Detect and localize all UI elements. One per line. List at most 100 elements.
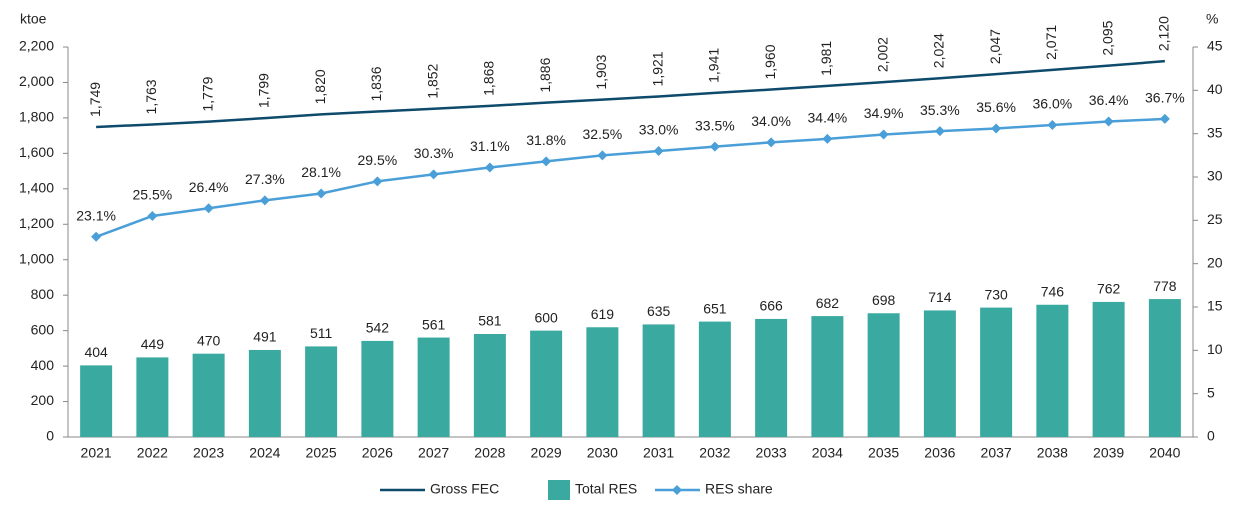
point-label: 29.5%: [358, 152, 398, 168]
y2-tick-label: 45: [1207, 38, 1223, 54]
marker: [259, 195, 270, 206]
x-tick-label: 2032: [699, 445, 730, 461]
line-label: 1,820: [312, 69, 328, 104]
line-label: 1,960: [762, 44, 778, 79]
bar-label: 542: [366, 320, 390, 336]
bar: [1148, 299, 1181, 437]
x-tick-label: 2029: [531, 445, 562, 461]
bar-label: 778: [1153, 278, 1177, 294]
marker: [653, 146, 664, 156]
x-tick-label: 2033: [756, 445, 787, 461]
bar-label: 449: [141, 336, 165, 352]
point-label: 30.3%: [414, 145, 454, 161]
y-tick-label: 1,600: [19, 144, 54, 160]
marker: [1159, 113, 1170, 124]
bar: [473, 334, 506, 437]
y2-tick-label: 10: [1207, 341, 1223, 357]
marker: [1103, 116, 1114, 127]
y2-tick-label: 40: [1207, 81, 1223, 97]
point-label: 36.0%: [1033, 96, 1073, 112]
bar: [136, 357, 169, 437]
line-label: 1,903: [593, 54, 609, 89]
bar: [642, 324, 675, 437]
bar-label: 730: [984, 286, 1008, 302]
marker: [428, 169, 439, 180]
y-tick-label: 2,000: [19, 73, 54, 89]
marker: [316, 188, 327, 199]
y-tick-label: 1,000: [19, 250, 54, 266]
y2-tick-label: 5: [1207, 384, 1215, 400]
line-label: 2,002: [874, 37, 890, 72]
y2-tick-label: 25: [1207, 211, 1223, 227]
y-tick-label: 800: [31, 286, 55, 302]
bar-label: 404: [84, 344, 108, 360]
x-tick-label: 2034: [812, 445, 843, 461]
point-label: 35.6%: [976, 99, 1016, 115]
bar: [586, 327, 619, 437]
legend-marker: [672, 485, 682, 495]
bar: [80, 365, 113, 437]
bar-label: 746: [1041, 283, 1065, 299]
y2-tick-label: 35: [1207, 124, 1223, 140]
x-tick-label: 2023: [193, 445, 224, 461]
marker: [203, 203, 214, 214]
line-label: 2,095: [1099, 20, 1115, 55]
legend-label: RES share: [705, 481, 773, 497]
bar-label: 651: [703, 300, 727, 316]
bar: [248, 349, 281, 437]
x-tick-label: 2028: [474, 445, 505, 461]
y-axis-label: ktoe: [20, 11, 47, 27]
line-label: 1,799: [256, 73, 272, 108]
x-tick-label: 2027: [418, 445, 449, 461]
marker: [484, 162, 495, 173]
line-label: 1,941: [706, 48, 722, 83]
y2-tick-label: 20: [1207, 254, 1223, 270]
marker: [934, 126, 945, 137]
y-tick-label: 200: [31, 392, 55, 408]
point-label: 28.1%: [301, 164, 341, 180]
bar-label: 561: [422, 316, 446, 332]
line-label: 1,749: [87, 82, 103, 117]
x-tick-label: 2030: [587, 445, 618, 461]
x-tick-label: 2021: [81, 445, 112, 461]
bar-label: 698: [872, 292, 896, 308]
bar: [305, 346, 338, 437]
marker: [991, 123, 1002, 134]
y-tick-label: 1,800: [19, 109, 54, 125]
x-tick-label: 2025: [306, 445, 337, 461]
x-tick-label: 2038: [1037, 445, 1068, 461]
bar-label: 682: [816, 295, 840, 311]
legend-label: Total RES: [575, 481, 637, 497]
marker: [709, 141, 720, 152]
bar: [923, 310, 956, 437]
line-label: 1,852: [424, 63, 440, 98]
y2-tick-label: 15: [1207, 298, 1223, 314]
point-label: 34.0%: [751, 113, 791, 129]
x-tick-label: 2040: [1149, 445, 1180, 461]
x-tick-label: 2024: [249, 445, 280, 461]
bar: [755, 318, 788, 437]
bar: [980, 307, 1013, 437]
y-tick-label: 1,400: [19, 180, 54, 196]
bar-label: 491: [253, 329, 277, 345]
x-tick-label: 2039: [1093, 445, 1124, 461]
y-tick-label: 2,200: [19, 38, 54, 54]
x-tick-label: 2031: [643, 445, 674, 461]
x-tick-label: 2035: [868, 445, 899, 461]
line-label: 1,981: [818, 41, 834, 76]
bar: [867, 313, 900, 437]
point-label: 25.5%: [133, 187, 173, 203]
marker: [372, 176, 383, 187]
x-tick-label: 2022: [137, 445, 168, 461]
point-label: 32.5%: [583, 126, 623, 142]
point-label: 26.4%: [189, 179, 229, 195]
y2-tick-label: 30: [1207, 168, 1223, 184]
line-label: 2,024: [931, 33, 947, 68]
legend-swatch: [548, 480, 570, 500]
y-tick-label: 0: [46, 428, 54, 444]
line-label: 1,763: [143, 79, 159, 114]
bar-label: 666: [759, 298, 783, 314]
marker: [1047, 120, 1058, 130]
marker: [147, 211, 158, 221]
